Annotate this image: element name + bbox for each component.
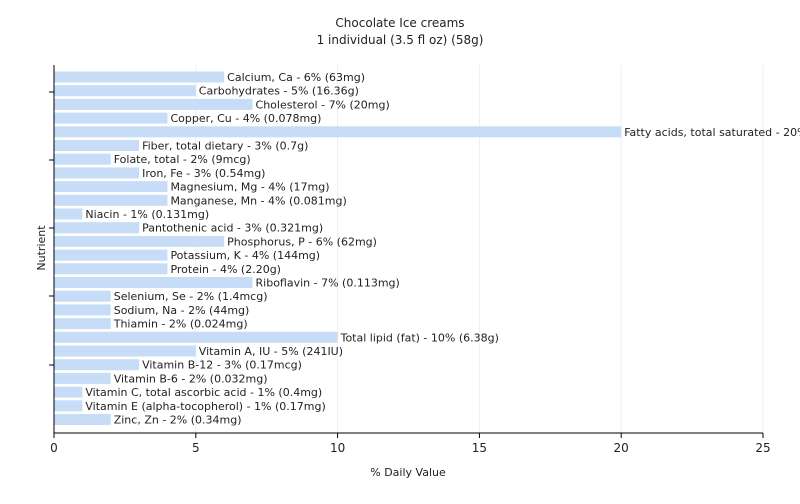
bar-label: Carbohydrates - 5% (16.36g): [199, 85, 359, 98]
bar: [54, 85, 196, 97]
bar-label: Vitamin E (alpha-tocopherol) - 1% (0.17m…: [85, 400, 325, 413]
bar: [54, 222, 140, 234]
bar: [54, 318, 111, 330]
bar-label: Thiamin - 2% (0.024mg): [113, 318, 248, 331]
bar-label: Vitamin A, IU - 5% (241IU): [199, 345, 343, 358]
bar: [54, 290, 111, 302]
chart-subtitle: 1 individual (3.5 fl oz) (58g): [317, 33, 484, 47]
bar-label: Vitamin B-12 - 3% (0.17mcg): [142, 359, 302, 372]
bar-label: Calcium, Ca - 6% (63mg): [227, 71, 365, 84]
bar: [54, 386, 83, 398]
bar-label: Vitamin B-6 - 2% (0.032mg): [114, 372, 268, 385]
bar-label: Phosphorus, P - 6% (62mg): [227, 235, 377, 248]
bars: Calcium, Ca - 6% (63mg)Carbohydrates - 5…: [54, 71, 800, 427]
bar: [54, 414, 111, 425]
x-axis-ticks: 0 5 10 15 20 25: [50, 433, 771, 455]
bar: [54, 71, 225, 83]
bar-label: Manganese, Mn - 4% (0.081mg): [170, 194, 346, 207]
bar-label: Selenium, Se - 2% (1.4mcg): [114, 290, 268, 303]
bar-label: Total lipid (fat) - 10% (6.38g): [340, 331, 499, 344]
x-tick-label: 20: [614, 441, 629, 455]
bar-label: Riboflavin - 7% (0.113mg): [256, 277, 400, 290]
bar-label: Zinc, Zn - 2% (0.34mg): [114, 414, 242, 427]
bar: [54, 400, 83, 412]
bar-label: Iron, Fe - 3% (0.54mg): [142, 167, 265, 180]
bar-label: Sodium, Na - 2% (44mg): [114, 304, 250, 317]
bar-label: Niacin - 1% (0.131mg): [85, 208, 209, 221]
bar: [54, 249, 168, 261]
bar-label: Folate, total - 2% (9mcg): [114, 153, 251, 166]
bar: [54, 153, 111, 165]
bar-label: Cholesterol - 7% (20mg): [256, 98, 390, 111]
bar: [54, 304, 111, 316]
bar-label: Pantothenic acid - 3% (0.321mg): [142, 222, 323, 235]
bar-label: Magnesium, Mg - 4% (17mg): [170, 181, 329, 194]
bar: [54, 167, 140, 179]
bar: [54, 345, 196, 357]
x-tick-label: 5: [192, 441, 200, 455]
bar-label: Fiber, total dietary - 3% (0.7g): [142, 140, 308, 153]
x-axis-label: % Daily Value: [370, 466, 446, 479]
bar-label: Copper, Cu - 4% (0.078mg): [170, 112, 321, 125]
bar: [54, 194, 168, 206]
bar: [54, 181, 168, 193]
bar: [54, 331, 338, 343]
bar-label: Vitamin C, total ascorbic acid - 1% (0.4…: [85, 386, 322, 399]
x-tick-label: 25: [755, 441, 770, 455]
bar: [54, 126, 622, 138]
bar: [54, 98, 253, 110]
bar-label: Potassium, K - 4% (144mg): [170, 249, 320, 262]
bar: [54, 359, 140, 371]
bar: [54, 235, 225, 247]
x-tick-label: 10: [330, 441, 345, 455]
bar: [54, 112, 168, 124]
x-tick-label: 0: [50, 441, 58, 455]
axes: [49, 65, 763, 434]
bar-label: Protein - 4% (2.20g): [170, 263, 281, 276]
y-axis-label: Nutrient: [35, 225, 48, 271]
chart-title: Chocolate Ice creams: [335, 16, 464, 30]
bar-label: Fatty acids, total saturated - 20% (3.94…: [624, 126, 800, 139]
x-tick-label: 15: [472, 441, 487, 455]
bar: [54, 263, 168, 275]
bar: [54, 140, 140, 151]
bar: [54, 208, 83, 220]
bar: [54, 372, 111, 384]
bar: [54, 277, 253, 288]
